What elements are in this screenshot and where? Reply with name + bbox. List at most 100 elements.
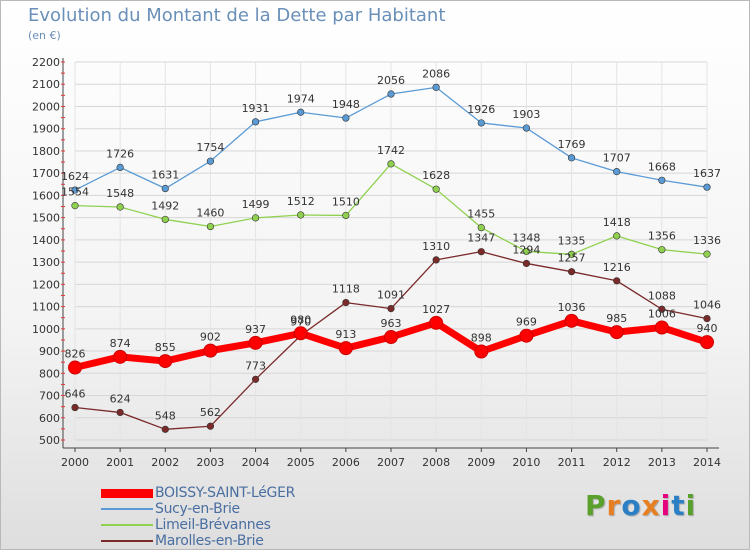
legend-label: Sucy-en-Brie — [155, 501, 240, 517]
data-label: 937 — [245, 323, 266, 336]
data-label: 1510 — [332, 195, 360, 208]
data-point — [522, 247, 531, 256]
data-point — [703, 183, 711, 191]
y-tick-label: 1100 — [32, 301, 60, 314]
data-label: 1027 — [422, 303, 450, 316]
data-label: 969 — [516, 316, 537, 329]
data-label: 1754 — [196, 141, 224, 154]
x-tick-label: 2004 — [242, 456, 270, 469]
proxiti-logo: Proxiti — [585, 489, 696, 522]
data-point — [387, 90, 395, 98]
data-point — [161, 215, 169, 224]
y-tick-label: 2200 — [32, 56, 60, 69]
data-label: 1294 — [512, 243, 540, 256]
data-label: 1554 — [61, 186, 89, 199]
y-tick-label: 1400 — [32, 234, 60, 247]
legend-swatch — [101, 524, 153, 526]
data-point — [432, 83, 440, 91]
x-tick-label: 2003 — [196, 456, 224, 469]
chart-title: Evolution du Montant de la Dette par Hab… — [28, 5, 446, 26]
data-point — [522, 259, 531, 268]
data-label: 624 — [110, 392, 131, 405]
y-tick-label: 2000 — [32, 100, 60, 113]
data-point — [703, 250, 711, 258]
y-tick-label: 1000 — [32, 323, 60, 336]
data-point — [206, 222, 215, 231]
data-point — [474, 344, 489, 359]
data-point — [116, 203, 124, 211]
x-tick-label: 2005 — [287, 456, 315, 469]
y-tick-label: 1900 — [32, 123, 60, 136]
legend-label: Limeil-Brévannes — [155, 517, 271, 533]
data-label: 980 — [290, 313, 311, 326]
data-point — [609, 325, 624, 340]
data-label: 2086 — [422, 67, 450, 80]
y-tick-label: 1800 — [32, 145, 60, 158]
x-tick-label: 2013 — [648, 456, 676, 469]
y-tick-label: 1300 — [32, 256, 60, 269]
data-label: 940 — [697, 322, 718, 335]
data-label: 1257 — [558, 252, 586, 265]
logo-letter: t — [671, 489, 686, 522]
data-label: 1310 — [422, 240, 450, 253]
data-point — [116, 163, 124, 171]
data-label: 1668 — [648, 160, 676, 173]
data-point — [206, 422, 215, 430]
data-point — [251, 375, 260, 383]
data-label: 1769 — [558, 138, 586, 151]
data-point — [113, 349, 128, 364]
data-label: 1460 — [196, 207, 224, 220]
data-label: 1336 — [693, 234, 721, 247]
data-label: 970 — [290, 315, 311, 328]
data-point — [432, 185, 440, 193]
data-label: 1455 — [467, 208, 495, 221]
data-label: 2056 — [377, 74, 405, 87]
data-label: 1499 — [242, 198, 270, 211]
data-point — [567, 250, 576, 258]
data-point — [567, 154, 576, 162]
data-point — [338, 341, 353, 356]
data-point — [429, 315, 444, 330]
logo-letter: r — [606, 489, 622, 522]
data-label: 1726 — [106, 147, 134, 160]
data-point — [206, 157, 215, 165]
y-tick-label: 1700 — [32, 167, 60, 180]
data-point — [342, 114, 350, 122]
data-point — [658, 176, 666, 184]
data-label: 1974 — [287, 92, 315, 105]
x-tick-label: 2012 — [603, 456, 631, 469]
data-point — [700, 335, 714, 350]
data-label: 1091 — [377, 289, 405, 302]
x-tick-label: 2008 — [422, 456, 450, 469]
data-point — [654, 320, 669, 335]
data-label: 1046 — [693, 299, 721, 312]
data-label: 1707 — [603, 152, 631, 165]
data-point — [613, 168, 621, 176]
data-point — [71, 403, 79, 412]
data-point — [342, 211, 350, 220]
data-label: 646 — [65, 388, 86, 401]
data-point — [297, 211, 305, 219]
data-label: 1637 — [693, 167, 721, 180]
data-point — [613, 277, 621, 285]
y-tick-label: 700 — [39, 390, 60, 403]
y-tick-label: 900 — [39, 345, 60, 358]
data-point — [387, 304, 395, 313]
data-label: 1088 — [648, 289, 676, 302]
legend-swatch — [101, 508, 153, 510]
y-tick-label: 1600 — [32, 189, 60, 202]
data-point — [203, 343, 218, 358]
data-label: 1118 — [332, 283, 360, 296]
data-label: 1347 — [467, 232, 495, 245]
x-tick-label: 2006 — [332, 456, 360, 469]
logo-letter: P — [585, 489, 607, 522]
data-label: 1548 — [106, 187, 134, 200]
data-point — [658, 246, 666, 254]
data-label: 773 — [245, 359, 266, 372]
data-point — [248, 335, 263, 350]
data-label: 963 — [381, 317, 402, 330]
chart-subtitle: (en €) — [28, 29, 61, 42]
data-point — [251, 214, 260, 222]
y-tick-label: 1500 — [32, 212, 60, 225]
